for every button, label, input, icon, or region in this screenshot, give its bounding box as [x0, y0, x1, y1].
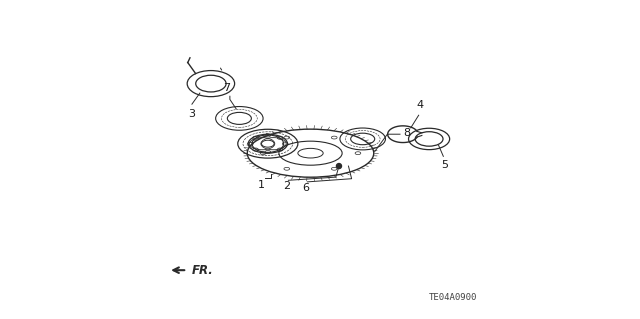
Text: 5: 5	[442, 160, 449, 169]
Text: 7: 7	[223, 83, 230, 93]
Text: 4: 4	[417, 100, 424, 110]
Text: 6: 6	[302, 183, 309, 193]
Circle shape	[337, 164, 342, 169]
Text: 3: 3	[188, 109, 195, 119]
Text: 2: 2	[284, 181, 291, 191]
Text: 8: 8	[403, 128, 410, 138]
Text: 1: 1	[258, 180, 265, 190]
Text: FR.: FR.	[192, 264, 214, 277]
Text: TE04A0900: TE04A0900	[429, 293, 477, 302]
